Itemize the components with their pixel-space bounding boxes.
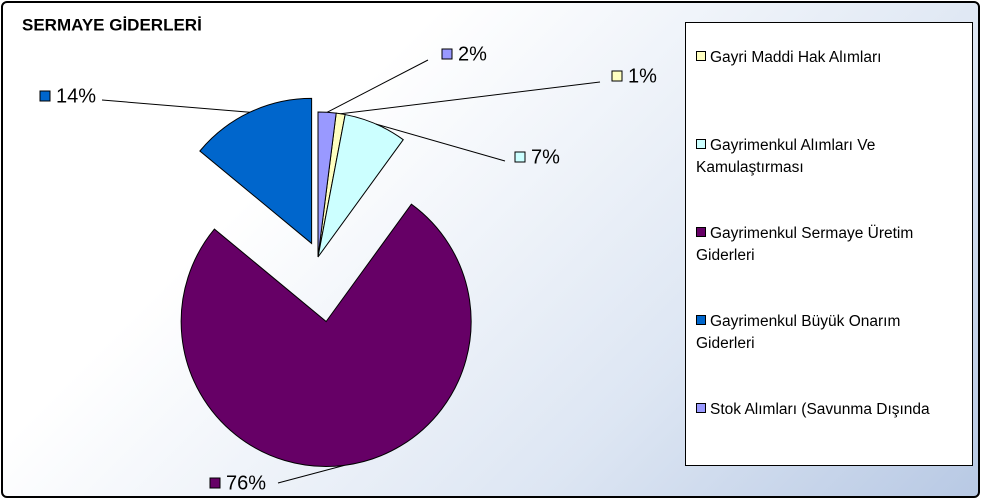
legend-swatch: [696, 227, 706, 237]
label-swatch: [209, 477, 221, 489]
legend-item: Gayrimenkul Alımları Ve Kamulaştırması: [696, 135, 958, 179]
leader-line: [375, 123, 506, 162]
legend-item: Gayrimenkul Sermaye Üretim Giderleri: [696, 223, 958, 267]
data-label: 2%: [458, 43, 487, 65]
leader-line: [340, 81, 601, 115]
label-swatch: [441, 48, 453, 60]
legend-label: Stok Alımları (Savunma Dışında: [710, 401, 930, 418]
legend-swatch: [696, 51, 706, 61]
legend: Gayri Maddi Hak Alımları Gayrimenkul Alım…: [685, 22, 973, 466]
legend-label: Gayrimenkul Alımları Ve Kamulaştırması: [696, 137, 876, 176]
legend-swatch: [696, 315, 706, 325]
legend-item: Gayrimenkul Büyük Onarım Giderleri: [696, 311, 958, 355]
legend-item: Stok Alımları (Savunma Dışında: [696, 399, 958, 421]
legend-swatch: [696, 139, 706, 149]
legend-item: Gayri Maddi Hak Alımları: [696, 47, 958, 69]
legend-swatch: [696, 403, 706, 413]
legend-label: Gayri Maddi Hak Alımları: [710, 49, 882, 66]
pie-slice: [317, 113, 404, 258]
legend-label: Gayrimenkul Sermaye Üretim Giderleri: [696, 225, 914, 264]
data-label: 14%: [56, 85, 96, 107]
leader-line: [101, 99, 250, 113]
pie-slice: [180, 203, 472, 467]
chart-title: SERMAYE GİDERLERİ: [22, 15, 202, 34]
legend-label: Gayrimenkul Büyük Onarım Giderleri: [696, 313, 901, 352]
label-swatch: [514, 151, 526, 163]
data-label: 76%: [226, 472, 266, 494]
label-swatch: [39, 90, 51, 102]
data-label: 1%: [628, 65, 657, 87]
pie-slice: [317, 111, 337, 258]
data-label: 7%: [531, 146, 560, 168]
label-swatch: [611, 70, 623, 82]
pie-slice: [199, 97, 313, 245]
leader-line: [277, 464, 345, 484]
leader-line: [326, 59, 429, 113]
